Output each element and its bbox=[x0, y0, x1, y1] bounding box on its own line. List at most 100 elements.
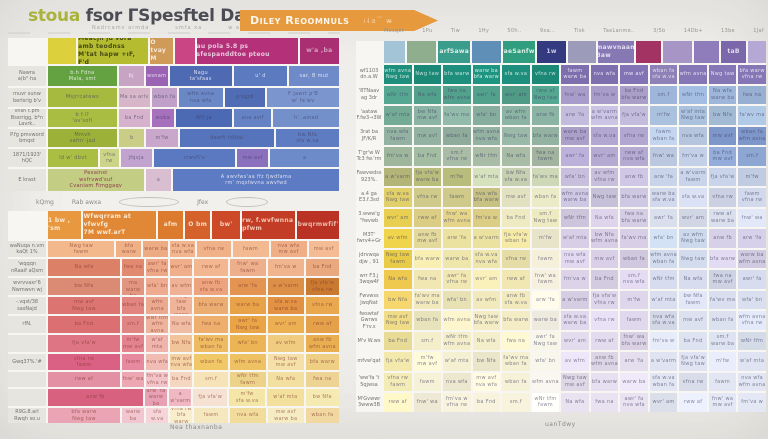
cell-scribble-text: fwa na bbox=[201, 321, 221, 328]
table-cell: av wfm bbox=[170, 278, 193, 295]
table-cell: vfna rw bbox=[305, 297, 339, 314]
table-cell: Msjrrcatews bbox=[48, 88, 117, 107]
header-segment bbox=[636, 41, 662, 63]
subnote: smfa xa bbox=[175, 25, 203, 31]
cell-scribble-text: mw avf warw ba bbox=[274, 409, 298, 422]
cell-scribble-text: fawm bbox=[125, 358, 141, 365]
matrix-row-label: a.4 ga E3.f.3sd bbox=[359, 190, 379, 204]
matrix-cell: fm'va w bbox=[561, 270, 589, 289]
cell-scribble-text: awr' fa bbox=[565, 153, 585, 159]
table-cell: F jawrt p'B w' fa'wv bbox=[267, 88, 340, 107]
cell-scribble-text: Na wfa bbox=[417, 91, 437, 98]
matrix-cell: bw Nfa wfm avna bbox=[590, 229, 619, 248]
cell-scribble-text: rw, f.wvfwnna pfwm bbox=[242, 217, 294, 232]
cell-scribble-text: av wfm wban fa bbox=[504, 108, 527, 122]
table-row: 'wqqqn nRaaif aQsm Na wfa fwa na awr' fa vf… bbox=[8, 259, 339, 276]
header-segment: bw' bbox=[212, 211, 241, 239]
table-cell: wfa' bn bbox=[146, 278, 169, 295]
cell-scribble-text: 1w bbox=[546, 48, 557, 56]
cell-scribble-text: wban fa sfa w.va bbox=[652, 67, 675, 81]
cell-scribble-text: w'af mta bbox=[651, 296, 676, 303]
matrix-cell: rww af bbox=[413, 208, 442, 227]
cell-scribble-text: av wfm bbox=[171, 283, 192, 290]
table-row: Nawra a(b°·ha b.h Fdna Mala, smt bj wsnam Na… bbox=[8, 66, 339, 86]
cell-scribble-text: wNr tfm fawm bbox=[236, 373, 259, 386]
matrix-cell: bfa warw bbox=[443, 65, 471, 84]
cell-scribble-text: bw Nfa bbox=[74, 283, 94, 290]
table-cell: ba Fnd bbox=[48, 316, 121, 333]
cell-scribble-text: wban fa bbox=[534, 194, 557, 200]
cell-scribble-text: warw ba bbox=[144, 245, 168, 252]
matrix-cell: fnw' wa bbox=[738, 208, 766, 227]
matrix-cell: wvr' am bbox=[561, 331, 589, 350]
cell-scribble-text: vfna rw bfa warw bbox=[171, 408, 192, 423]
cell-scribble-text: rww af bbox=[313, 321, 332, 328]
matrix-cell: bfa warw vfna rw bbox=[738, 65, 766, 84]
header-segment: Meacjn jd'vora amb teodnss M'tat hapw +ı… bbox=[78, 38, 149, 64]
matrix-cell: Nwg taw bfa warw bbox=[472, 311, 501, 330]
cell-scribble-text: wsnam bbox=[146, 72, 167, 79]
matrix-cell: Na wfa bbox=[679, 270, 707, 289]
cell-scribble-text: fa'wv ma bbox=[621, 235, 647, 241]
cell-scribble-text: m'fw bbox=[745, 173, 759, 180]
matrix-cell: ba Fnd bbox=[590, 270, 619, 289]
cell-scribble-text: rww af bbox=[388, 399, 407, 405]
cell-scribble-text: m'fw bbox=[656, 112, 671, 118]
cell-scribble-text: wfm avna bbox=[150, 299, 164, 312]
caption-right: uanTdwy bbox=[545, 421, 576, 428]
matrix-cell: fa'wv ma bbox=[708, 290, 737, 309]
matrix-cell: wfm avna Nwg taw bbox=[384, 65, 412, 84]
cell-scribble-text: bfa warw bbox=[414, 255, 440, 262]
cell-scribble-text: Nwg taw bbox=[681, 255, 705, 262]
cell-scribble-text: wban fa bbox=[416, 317, 439, 323]
matrix-cell: fawm bbox=[443, 188, 471, 207]
table-cell: Na wfa bbox=[48, 259, 121, 276]
matrix-cell: anw fb bbox=[531, 106, 560, 125]
cell-scribble-text: vfna rw bbox=[203, 245, 225, 252]
cell-scribble-text: m'fw mw avf bbox=[417, 354, 438, 368]
matrix-cell: anw fb sfa w.va bbox=[502, 290, 530, 309]
matrix-row-label: 3.www'g "fwvwb bbox=[358, 211, 380, 224]
matrix-cell: nva wfa bbox=[590, 65, 619, 84]
cell-scribble-text: wvr' am bbox=[563, 337, 586, 344]
cell-scribble-text: Ma sa arlv bbox=[119, 94, 149, 101]
matrix-cell: fawm warw ba bbox=[561, 65, 589, 84]
cell-scribble-text: fnw' wa bbox=[416, 399, 438, 405]
table-cell: sfa w.va bbox=[146, 408, 169, 423]
cell-scribble-text: bj bbox=[128, 72, 134, 79]
header-segment: w'a ,ba bbox=[299, 38, 339, 64]
matrix-cell: nva wfa bfa warw bbox=[472, 188, 501, 207]
matrix-cell: fwa na fawm bbox=[531, 147, 560, 166]
cell-scribble-text: sar, B mut bbox=[299, 72, 329, 79]
cell-scribble-text: w'af mta bbox=[444, 358, 469, 364]
cell-scribble-text: sm.f bbox=[509, 399, 522, 405]
table-cell: anw fb wfm avna bbox=[305, 335, 339, 352]
cell-scribble-text: sm.f vfna rw bbox=[446, 149, 468, 163]
cell-scribble-text: vfna rw bbox=[682, 378, 704, 385]
cell-scribble-text: wfm avna bbox=[443, 317, 471, 323]
cell-scribble-text: Nwg taw bbox=[592, 194, 617, 200]
annotation-label: kQmg bbox=[36, 198, 54, 206]
cell-scribble-text: vfna rw fawm bbox=[73, 355, 95, 369]
table-cell: m'fw sfa w.va bbox=[228, 389, 266, 406]
cell-scribble-text: a bbox=[302, 154, 307, 161]
cell-scribble-text: Nwg taw mw avf bbox=[273, 355, 298, 369]
matrix-cell: wfa' bn bbox=[561, 167, 589, 186]
cell-scribble-text: wNr tfm bbox=[741, 337, 764, 344]
cell-scribble-text: fnw' wa bfa warw bbox=[621, 334, 647, 347]
cell-scribble-text: arw 'fa bbox=[565, 112, 585, 118]
table-cell: wfm avna bbox=[146, 297, 169, 314]
table-cell: fm'va w bbox=[267, 259, 304, 276]
table-cell: fwa na bbox=[194, 316, 228, 333]
matrix-cell: fja vfa'w bbox=[384, 352, 412, 371]
cell-scribble-text: wban fa bbox=[711, 317, 734, 323]
matrix-cell: wfa' bn bbox=[649, 229, 678, 248]
cell-scribble-text: fwa na wfm avna bbox=[443, 88, 471, 101]
cell-scribble-text: sfa w.va nva wfa bbox=[171, 242, 195, 256]
table-cell: fm'va w vfna rw bbox=[146, 372, 169, 387]
matrix-cell: mw avf bbox=[679, 311, 707, 330]
matrix-cell: nva wfa bbox=[679, 126, 707, 145]
cell-scribble-text: vfna rw bbox=[594, 317, 615, 323]
matrix-cell: fa'wv ma bbox=[620, 229, 648, 248]
matrix-row-label: M'Gvwwr 3www3B bbox=[357, 395, 381, 409]
